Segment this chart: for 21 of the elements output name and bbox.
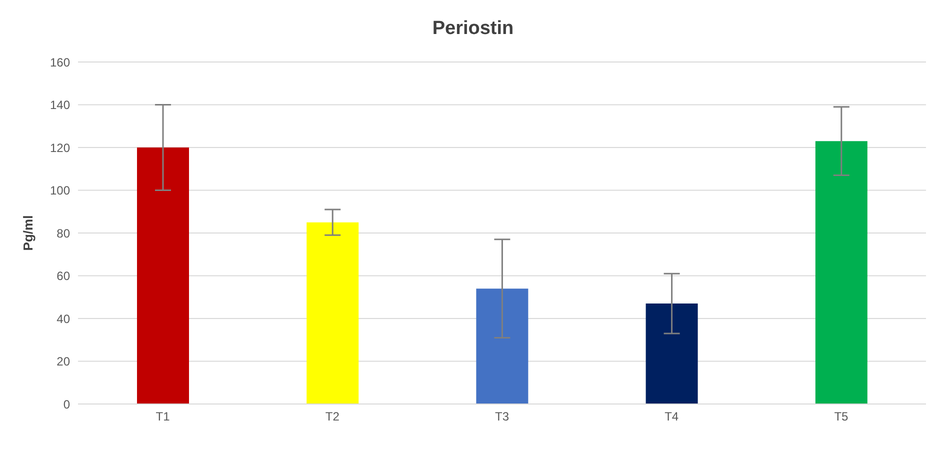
y-tick-label: 120 — [50, 140, 70, 155]
bar — [646, 304, 698, 404]
y-tick-label: 40 — [56, 312, 70, 326]
x-tick-label: T1 — [156, 410, 170, 424]
y-tick-label: 80 — [56, 226, 70, 240]
y-tick-label: 100 — [50, 184, 70, 198]
y-axis-title: Pg/ml — [20, 215, 36, 251]
x-tick-label: T3 — [494, 410, 510, 424]
y-tick-label: 160 — [50, 55, 70, 70]
chart-title: Periostin — [431, 17, 515, 41]
y-tick-label: 60 — [56, 269, 70, 284]
y-tick-label: 140 — [50, 98, 70, 112]
bar — [815, 141, 868, 404]
bar — [137, 148, 189, 404]
x-tick-label: T2 — [325, 410, 340, 424]
x-tick-label: T4 — [664, 410, 679, 424]
y-tick-label: 0 — [63, 397, 70, 412]
y-tick-label: 20 — [56, 354, 70, 369]
x-tick-label: T5 — [834, 410, 849, 424]
bar — [306, 222, 359, 404]
bar — [476, 288, 528, 404]
